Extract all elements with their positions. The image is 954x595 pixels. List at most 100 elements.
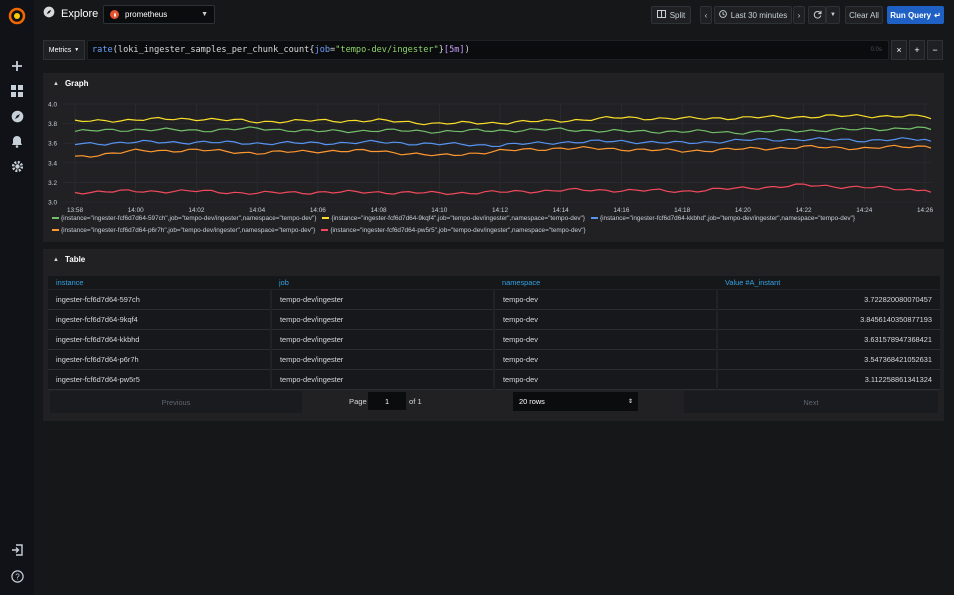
series-line	[74, 113, 932, 126]
query-close-paren: )	[464, 45, 470, 55]
y-tick-label: 3.4	[48, 160, 57, 167]
time-forward-button[interactable]: ›	[793, 6, 805, 24]
datasource-picker[interactable]: prometheus ▼	[103, 5, 215, 24]
svg-text:?: ?	[15, 572, 20, 581]
rows-per-page-select[interactable]: 20 rows ⇕	[513, 392, 638, 411]
y-tick-label: 3.0	[48, 200, 57, 207]
legend-label: {instance="ingester-fcf6d7d64-597ch",job…	[61, 215, 317, 222]
legend-swatch	[52, 217, 59, 220]
x-tick-label: 14:22	[796, 207, 812, 213]
x-tick-label: 14:08	[371, 207, 387, 213]
y-tick-label: 3.2	[48, 180, 57, 187]
clock-icon	[718, 10, 727, 20]
next-page-button[interactable]: Next	[684, 391, 938, 413]
query-row: Metrics ▼ rate(loki_ingester_samples_per…	[43, 40, 944, 60]
split-button[interactable]: Split	[651, 6, 691, 24]
alerting-bell-icon[interactable]	[0, 131, 34, 151]
legend-item[interactable]: {instance="ingester-fcf6d7d64-9kqf4",job…	[322, 213, 585, 225]
legend-swatch	[52, 229, 59, 232]
x-tick-label: 14:18	[674, 207, 690, 213]
cell-value: 3.8456140350877193	[717, 309, 940, 330]
help-icon[interactable]: ?	[0, 566, 34, 586]
cell-instance: ingester-fcf6d7d64-p6r7h	[48, 349, 272, 370]
query-range: [5m]	[443, 45, 465, 55]
table-pagination: Previous Page 1 of 1 20 rows ⇕ Next	[48, 391, 940, 413]
column-header-namespace[interactable]: namespace	[494, 276, 717, 290]
remove-row-button[interactable]: −	[927, 40, 943, 60]
column-header-instance[interactable]: instance	[48, 276, 271, 290]
legend-item[interactable]: {instance="ingester-fcf6d7d64-kkbhd",job…	[590, 213, 855, 225]
query-label-key: job	[314, 45, 331, 55]
cell-value: 3.112258861341324	[717, 369, 940, 390]
y-tick-label: 4.0	[48, 102, 57, 109]
cell-instance: ingester-fcf6d7d64-pw5r5	[48, 369, 272, 390]
legend-item[interactable]: {instance="ingester-fcf6d7d64-pw5r5",job…	[321, 225, 586, 237]
table-panel: ▲ Table instance job namespace Value #A_…	[43, 249, 944, 421]
cell-instance: ingester-fcf6d7d64-9kqf4	[48, 309, 272, 330]
gear-icon[interactable]	[0, 156, 34, 176]
page-number-value: 1	[384, 396, 390, 406]
run-query-button[interactable]: Run Query ↵	[887, 6, 944, 24]
explore-title-text: Explore	[61, 7, 99, 20]
query-open-paren: (	[112, 45, 118, 55]
cell-namespace: tempo-dev	[494, 289, 718, 310]
cell-job: tempo-dev/ingester	[271, 289, 495, 310]
previous-label: Previous	[161, 397, 191, 407]
split-icon	[656, 10, 666, 20]
previous-page-button[interactable]: Previous	[50, 391, 302, 413]
refresh-icon	[813, 10, 822, 21]
chevron-up-icon: ▲	[53, 80, 59, 87]
graph-panel-header[interactable]: ▲ Graph	[53, 79, 89, 88]
sign-in-icon[interactable]	[0, 540, 34, 560]
column-header-job[interactable]: job	[271, 276, 494, 290]
time-range-picker[interactable]: Last 30 minutes	[714, 6, 792, 24]
page-label: Page	[349, 397, 367, 406]
metrics-dropdown[interactable]: Metrics ▼	[43, 40, 85, 60]
legend-swatch	[590, 217, 598, 220]
remove-query-button[interactable]: ×	[891, 40, 907, 60]
cell-namespace: tempo-dev	[494, 309, 718, 330]
x-tick-label: 14:12	[492, 207, 508, 213]
legend-item[interactable]: {instance="ingester-fcf6d7d64-597ch",job…	[52, 213, 316, 225]
refresh-button[interactable]	[808, 6, 826, 24]
x-tick-label: 14:26	[917, 207, 933, 213]
table-title: Table	[64, 255, 86, 264]
legend-label: {instance="ingester-fcf6d7d64-kkbhd",job…	[599, 215, 855, 222]
plus-icon: +	[914, 45, 920, 55]
clear-all-label: Clear All	[849, 10, 879, 20]
table-row: ingester-fcf6d7d64-kkbhd tempo-dev/inges…	[48, 329, 940, 350]
legend-item[interactable]: {instance="ingester-fcf6d7d64-p6r7h",job…	[52, 225, 315, 237]
table-row: ingester-fcf6d7d64-597ch tempo-dev/inges…	[48, 289, 940, 310]
page-number-input[interactable]: 1	[368, 392, 406, 410]
graph-chart[interactable]: 4.0 3.8 3.6 3.4 3.2 3.0 13:58 14:00 14:02 14:04 14…	[43, 73, 944, 214]
split-label: Split	[669, 10, 686, 20]
enter-icon: ↵	[934, 10, 941, 20]
x-tick-label: 14:16	[613, 207, 629, 213]
cell-value: 3.631578947368421	[717, 329, 940, 350]
cell-namespace: tempo-dev	[494, 349, 718, 370]
legend-label: {instance="ingester-fcf6d7d64-pw5r5",job…	[330, 227, 586, 234]
caret-down-icon: ▼	[74, 47, 80, 53]
column-header-value[interactable]: Value #A_instant	[717, 276, 940, 290]
minus-icon: −	[932, 45, 938, 55]
time-range-label: Last 30 minutes	[730, 10, 788, 20]
graph-panel: ▲ Graph 4.0 3.8 3.6 3.4 3.2 3.0 13:58 14:00 14:0…	[43, 73, 944, 242]
plus-icon[interactable]	[0, 56, 34, 76]
graph-title: Graph	[64, 79, 89, 88]
explore-icon[interactable]	[0, 106, 34, 126]
grafana-logo-icon[interactable]	[0, 5, 34, 27]
table-panel-header[interactable]: ▲ Table	[53, 255, 85, 264]
time-back-button[interactable]: ‹	[700, 6, 712, 24]
chevron-up-icon: ▲	[53, 256, 59, 263]
x-tick-label: 14:02	[188, 207, 204, 213]
refresh-interval-dropdown[interactable]: ▼	[826, 6, 840, 24]
clear-all-button[interactable]: Clear All	[845, 6, 883, 24]
table-row: ingester-fcf6d7d64-9kqf4 tempo-dev/inges…	[48, 309, 940, 330]
dashboards-icon[interactable]	[0, 81, 34, 101]
add-query-button[interactable]: +	[909, 40, 925, 60]
query-input[interactable]: rate(loki_ingester_samples_per_chunk_cou…	[87, 40, 889, 60]
x-tick-label: 14:00	[128, 207, 144, 213]
cell-instance: ingester-fcf6d7d64-597ch	[48, 289, 272, 310]
cell-instance: ingester-fcf6d7d64-kkbhd	[48, 329, 272, 350]
table-header-row: instance job namespace Value #A_instant	[48, 276, 940, 290]
